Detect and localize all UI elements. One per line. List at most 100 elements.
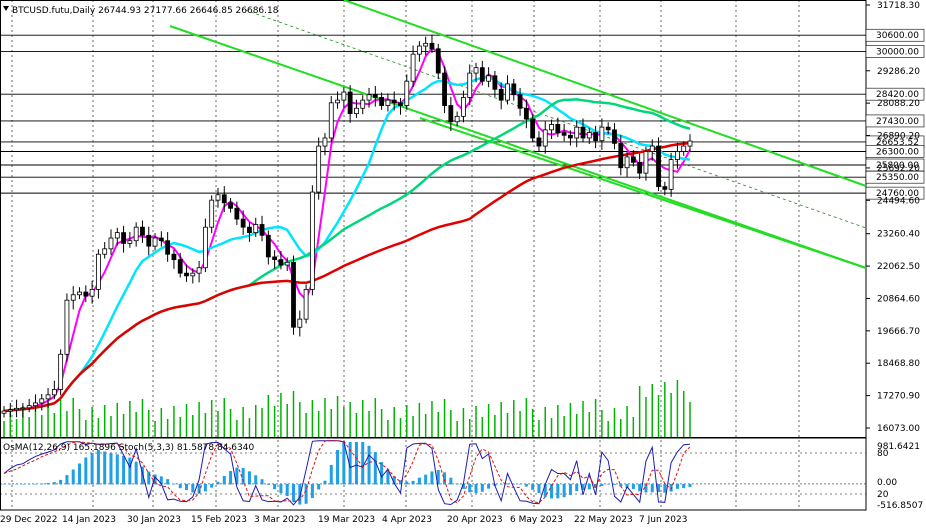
osma-bar: [191, 483, 195, 493]
candle-body: [354, 107, 359, 115]
osma-bar: [417, 477, 421, 485]
osma-bar: [266, 483, 270, 485]
osma-bar: [430, 471, 434, 485]
osma-bar: [128, 457, 132, 485]
candle-body: [209, 199, 215, 228]
osma-bar: [159, 476, 163, 485]
candle-body: [83, 291, 89, 297]
candle-body: [322, 137, 328, 147]
osma-bar: [172, 483, 176, 485]
candle-body: [568, 134, 573, 139]
candle-body: [523, 107, 529, 120]
osma-bar: [292, 483, 296, 502]
osma-bar: [103, 451, 107, 485]
osma-bar: [543, 483, 547, 497]
ma-slow-red-line: [3, 141, 691, 413]
y-tick-label: 17270.90: [877, 392, 920, 402]
candle-body: [152, 237, 158, 247]
candle-body: [442, 72, 447, 106]
osma-bar: [229, 471, 233, 485]
osma-bar: [650, 483, 654, 493]
candle-body: [423, 42, 429, 47]
level-box: [865, 186, 925, 200]
level-label: 30600.00: [876, 31, 919, 41]
osma-bar: [405, 481, 409, 485]
x-tick-label: 20 Apr 2023: [447, 515, 503, 525]
y-tick-label: 18468.80: [877, 359, 920, 369]
osma-bar: [354, 442, 358, 485]
osma-bar: [631, 483, 635, 489]
osma-bar: [285, 483, 289, 496]
candle-body: [536, 137, 542, 147]
candle-body: [196, 267, 202, 274]
candle-body: [561, 132, 567, 136]
candle-body: [398, 102, 403, 106]
candle-body: [681, 145, 687, 152]
candle-body: [599, 126, 605, 142]
osma-bar: [443, 472, 447, 485]
trend-dashed: [244, 9, 867, 229]
x-tick-label: 3 Mar 2023: [254, 515, 305, 525]
candle-body: [96, 253, 101, 290]
x-tick-label: 30 Jan 2023: [127, 515, 181, 525]
osma-bar: [247, 471, 251, 485]
indicator-tick-label: 20: [877, 490, 889, 500]
indicator-tick-label: 981.6421: [877, 442, 920, 452]
indicator-tick-label: 80: [877, 449, 889, 459]
candle-body: [574, 126, 580, 139]
x-tick-label: 4 Apr 2023: [382, 515, 432, 525]
level-box: [865, 170, 925, 184]
candle-body: [51, 389, 57, 396]
candle-body: [372, 94, 378, 98]
candle-body: [215, 194, 221, 201]
osma-bar: [581, 483, 585, 490]
candle-body: [202, 226, 208, 269]
candle-body: [530, 118, 536, 139]
osma-bar: [241, 468, 245, 485]
level-label: 25350.00: [876, 173, 919, 183]
osma-bar: [348, 442, 352, 485]
osma-bar: [197, 483, 201, 494]
candle-body: [316, 145, 322, 193]
osma-bar: [480, 483, 484, 492]
osma-bar: [329, 464, 333, 485]
osma-bar: [663, 483, 667, 493]
osma-bar: [323, 480, 327, 485]
candle-body: [221, 194, 227, 204]
candle-body: [158, 237, 164, 242]
osma-bar: [59, 479, 63, 485]
y-tick-label: 20864.60: [877, 294, 920, 304]
indicator-tick-label: 0.00: [877, 478, 897, 488]
x-tick-label: 6 May 2023: [510, 515, 563, 525]
candle-body: [618, 142, 624, 169]
osma-bar: [449, 477, 453, 485]
osma-bar: [392, 476, 396, 485]
osma-bar: [575, 483, 579, 492]
osma-bar: [524, 483, 528, 487]
candle-body: [58, 353, 64, 390]
indicator-frame: [0, 437, 867, 511]
x-tick-label: 29 Dec 2022: [0, 515, 58, 525]
osma-bar: [612, 483, 616, 485]
osma-bar: [568, 483, 572, 495]
candle-body: [303, 288, 309, 320]
candle-body: [272, 256, 278, 261]
candle-body: [26, 405, 32, 409]
osma-bar: [537, 483, 541, 494]
candle-body: [39, 398, 45, 404]
osma-bar: [675, 483, 679, 489]
osma-bar: [122, 455, 126, 485]
osma-bar: [134, 461, 138, 485]
osma-bar: [594, 483, 598, 488]
osma-bar: [386, 469, 390, 485]
osma-bar: [273, 483, 277, 490]
osma-bar: [27, 483, 31, 485]
candle-body: [184, 272, 189, 277]
osma-bar: [147, 471, 151, 485]
osma-bar: [46, 482, 50, 485]
candle-body: [20, 407, 26, 410]
osma-bar: [65, 475, 69, 485]
osma-bar: [40, 483, 44, 485]
candle-body: [190, 272, 196, 277]
